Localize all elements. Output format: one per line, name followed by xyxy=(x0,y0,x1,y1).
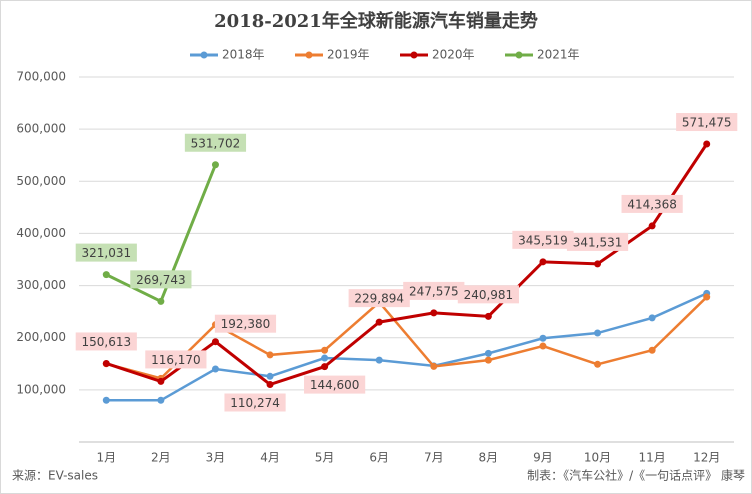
value-label: 341,531 xyxy=(573,235,623,249)
value-label-box xyxy=(224,393,286,412)
y-tick-label: 200,000 xyxy=(16,330,66,344)
data-point xyxy=(321,354,329,362)
value-label-box xyxy=(75,332,137,351)
data-point xyxy=(648,346,656,354)
value-label-box xyxy=(348,289,410,308)
chart-title: 2018-2021年全球新能源汽车销量走势 xyxy=(214,10,538,32)
data-point xyxy=(266,351,274,359)
data-point xyxy=(211,161,219,169)
value-label-box xyxy=(145,350,207,369)
x-tick-label: 3月 xyxy=(206,451,226,465)
value-label-box xyxy=(512,230,574,249)
value-label: 192,380 xyxy=(221,317,271,331)
data-point xyxy=(594,329,602,337)
data-point xyxy=(266,372,274,380)
data-point xyxy=(211,365,219,373)
data-point xyxy=(703,140,711,148)
x-tick-label: 1月 xyxy=(96,451,116,465)
data-point xyxy=(430,362,438,370)
value-label: 531,702 xyxy=(191,136,241,150)
source: 来源：EV-sales xyxy=(12,469,98,483)
value-label: 150,613 xyxy=(81,335,131,349)
data-point xyxy=(266,381,274,388)
x-tick-label: 5月 xyxy=(315,451,335,465)
legend-marker xyxy=(305,51,313,59)
data-point xyxy=(430,309,438,317)
legend-label: 2020年 xyxy=(432,48,475,62)
data-point xyxy=(375,356,383,364)
data-point xyxy=(539,334,547,342)
value-label-box xyxy=(304,375,366,394)
value-label-box xyxy=(75,243,137,262)
x-tick-label: 8月 xyxy=(479,451,499,465)
value-label-box xyxy=(403,281,465,300)
data-point xyxy=(102,359,110,367)
legend-label: 2019年 xyxy=(327,48,370,62)
y-tick-label: 300,000 xyxy=(16,278,66,292)
x-tick-label: 6月 xyxy=(369,451,389,465)
value-label: 229,894 xyxy=(354,292,404,306)
data-point xyxy=(375,318,383,326)
value-label-box xyxy=(676,113,738,132)
value-label-box xyxy=(457,285,519,304)
x-tick-label: 2月 xyxy=(151,451,171,465)
x-tick-label: 9月 xyxy=(533,451,553,465)
series-line xyxy=(105,143,708,387)
data-point xyxy=(594,360,602,368)
value-label-box xyxy=(566,232,629,251)
y-tick-label: 400,000 xyxy=(16,226,66,240)
value-label-box xyxy=(621,194,683,213)
value-label-box xyxy=(214,314,277,333)
data-point xyxy=(321,363,329,371)
data-point xyxy=(211,338,219,346)
value-label: 116,170 xyxy=(151,353,201,367)
value-label: 321,031 xyxy=(81,246,131,260)
legend-marker xyxy=(410,51,418,59)
value-label: 247,575 xyxy=(409,284,459,298)
value-label: 571,475 xyxy=(682,116,732,130)
legend-marker xyxy=(515,51,523,59)
data-point xyxy=(321,346,329,354)
data-point xyxy=(157,297,165,305)
data-point xyxy=(484,356,492,364)
legend-marker xyxy=(200,51,208,59)
value-label: 144,600 xyxy=(310,378,360,392)
series-line xyxy=(105,296,708,380)
value-label: 110,274 xyxy=(230,396,280,410)
value-label-box xyxy=(130,270,192,289)
data-point xyxy=(484,312,492,320)
y-tick-label: 600,000 xyxy=(16,122,66,136)
data-point xyxy=(648,314,656,322)
data-point xyxy=(102,396,110,404)
series-line xyxy=(106,292,708,402)
x-tick-label: 11月 xyxy=(638,451,665,465)
y-tick-label: 700,000 xyxy=(16,70,66,84)
y-tick-label: 500,000 xyxy=(16,174,66,188)
data-point xyxy=(539,342,547,350)
x-tick-label: 10月 xyxy=(584,451,611,465)
x-tick-label: 4月 xyxy=(260,451,280,465)
data-point xyxy=(648,222,656,230)
credit: 制表：《汽车公社》/《一句话点评》 康琴 xyxy=(527,468,745,483)
x-tick-label: 7月 xyxy=(424,451,444,465)
y-tick-label: 100,000 xyxy=(16,382,66,396)
legend-label: 2021年 xyxy=(537,48,580,62)
value-label: 414,368 xyxy=(627,197,677,211)
data-point xyxy=(157,377,165,385)
value-label: 345,519 xyxy=(518,233,568,247)
data-point xyxy=(594,260,602,268)
data-point xyxy=(102,271,110,279)
data-point xyxy=(157,396,165,404)
data-point xyxy=(484,349,492,357)
value-label: 240,981 xyxy=(464,288,514,302)
legend-label: 2018年 xyxy=(222,48,265,62)
x-tick-label: 12月 xyxy=(693,451,720,465)
data-point xyxy=(703,293,711,301)
data-point xyxy=(539,258,547,266)
value-label: 269,743 xyxy=(136,273,186,287)
value-label-box xyxy=(184,133,247,152)
